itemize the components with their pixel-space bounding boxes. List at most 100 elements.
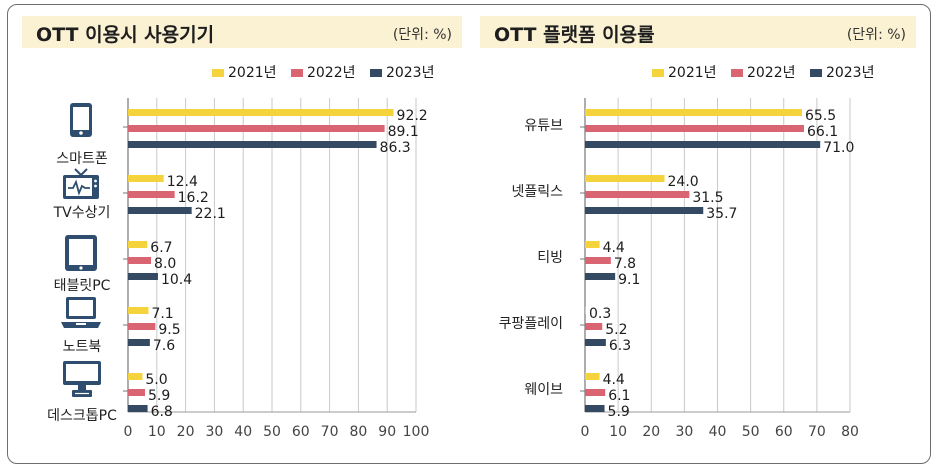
- x-tick-label: 30: [675, 424, 693, 440]
- device-usage-header: OTT 이용시 사용기기 (단위: %): [22, 16, 462, 48]
- chart-frame: [7, 4, 931, 464]
- x-tick-label: 70: [321, 424, 339, 440]
- legend-item-2021: 2021년: [652, 62, 717, 82]
- x-tick-label: 30: [205, 424, 223, 440]
- x-tick-label: 40: [709, 424, 727, 440]
- data-label: 12.4: [167, 174, 198, 190]
- x-tick-label: 80: [841, 424, 859, 440]
- data-label: 7.1: [151, 306, 173, 322]
- category-label: 웨이브: [524, 382, 563, 398]
- x-tick-label: 0: [124, 424, 133, 440]
- x-tick-label: 10: [148, 424, 166, 440]
- legend: 2021년 2022년 2023년: [652, 62, 884, 82]
- legend-item-2022: 2022년: [730, 62, 796, 82]
- legend-swatch: [730, 69, 743, 77]
- x-tick-label: 50: [263, 424, 281, 440]
- legend-swatch: [212, 69, 224, 77]
- data-label: 6.1: [608, 388, 630, 404]
- x-tick-label: 40: [234, 424, 252, 440]
- category-label: 티빙: [537, 250, 563, 266]
- legend-label: 2022년: [746, 65, 796, 81]
- tablet-icon: [65, 235, 97, 271]
- data-label: 89.1: [388, 124, 419, 140]
- data-label: 86.3: [380, 140, 411, 156]
- bar: [128, 207, 192, 214]
- data-label: 7.6: [153, 338, 175, 354]
- legend-label: 2021년: [668, 65, 717, 81]
- category-label: 태블릿PC: [54, 278, 111, 294]
- data-label: 35.7: [706, 206, 737, 222]
- bar: [585, 273, 616, 280]
- legend: 2021년 2022년 2023년: [212, 62, 444, 82]
- bar: [128, 191, 175, 198]
- legend-swatch: [809, 69, 822, 77]
- legend-swatch: [290, 69, 303, 77]
- data-label: 8.0: [154, 256, 176, 272]
- bar: [585, 241, 600, 248]
- legend-label: 2023년: [825, 65, 875, 81]
- smartphone-icon: [70, 103, 92, 137]
- data-label: 22.1: [195, 206, 226, 222]
- category-label: 쿠팡플레이: [499, 316, 563, 332]
- x-tick-label: 100: [403, 424, 430, 440]
- x-tick-label: 60: [292, 424, 310, 440]
- category-label: 데스크톱PC: [47, 408, 117, 424]
- tv-icon: [63, 168, 99, 199]
- bar: [585, 307, 586, 314]
- chart-title: OTT 플랫폼 이용률: [494, 24, 655, 46]
- bar: [128, 373, 143, 380]
- data-label: 0.3: [589, 306, 611, 322]
- bar: [128, 241, 148, 248]
- bar: [128, 257, 152, 264]
- data-label: 5.9: [608, 404, 630, 420]
- bar: [585, 175, 665, 182]
- platform-usage-header: OTT 플랫폼 이용률 (단위: %): [480, 16, 916, 48]
- desktop-icon: [63, 361, 101, 397]
- legend-item-2021: 2021년: [212, 62, 277, 82]
- data-label: 10.4: [161, 272, 192, 288]
- x-tick-label: 0: [581, 424, 590, 440]
- legend-swatch: [369, 69, 382, 77]
- category-label: 스마트폰: [56, 151, 108, 167]
- bar: [585, 389, 606, 396]
- data-label: 9.1: [618, 272, 640, 288]
- bar: [128, 389, 145, 396]
- data-label: 5.2: [605, 322, 627, 338]
- data-label: 6.3: [609, 338, 631, 354]
- data-label: 9.5: [158, 322, 180, 338]
- bar: [128, 339, 150, 346]
- bar: [128, 141, 377, 148]
- legend-item-2023: 2023년: [369, 62, 435, 82]
- bar: [128, 175, 164, 182]
- bar: [585, 125, 804, 132]
- data-label: 4.4: [603, 240, 625, 256]
- x-tick-label: 20: [642, 424, 660, 440]
- data-label: 7.8: [614, 256, 636, 272]
- legend-swatch: [652, 69, 664, 77]
- data-label: 6.8: [151, 404, 173, 420]
- x-tick-label: 50: [742, 424, 760, 440]
- bar: [128, 273, 158, 280]
- bar: [585, 323, 603, 330]
- x-tick-label: 20: [177, 424, 195, 440]
- data-label: 71.0: [823, 140, 854, 156]
- data-label: 6.7: [150, 240, 172, 256]
- category-label: 유튜브: [524, 118, 563, 134]
- legend-label: 2021년: [228, 65, 277, 81]
- x-tick-label: 70: [808, 424, 826, 440]
- bar: [585, 405, 605, 412]
- bar: [585, 207, 704, 214]
- data-label: 24.0: [668, 174, 699, 190]
- category-label: 넷플릭스: [511, 184, 563, 200]
- legend-label: 2023년: [385, 65, 435, 81]
- category-label: 노트북: [63, 339, 102, 355]
- bar: [585, 339, 606, 346]
- data-label: 5.0: [145, 372, 167, 388]
- x-tick-label: 80: [349, 424, 367, 440]
- bar: [128, 323, 156, 330]
- chart-title: OTT 이용시 사용기기: [36, 24, 215, 46]
- data-label: 4.4: [603, 372, 625, 388]
- bar: [585, 109, 802, 116]
- bar: [128, 109, 394, 116]
